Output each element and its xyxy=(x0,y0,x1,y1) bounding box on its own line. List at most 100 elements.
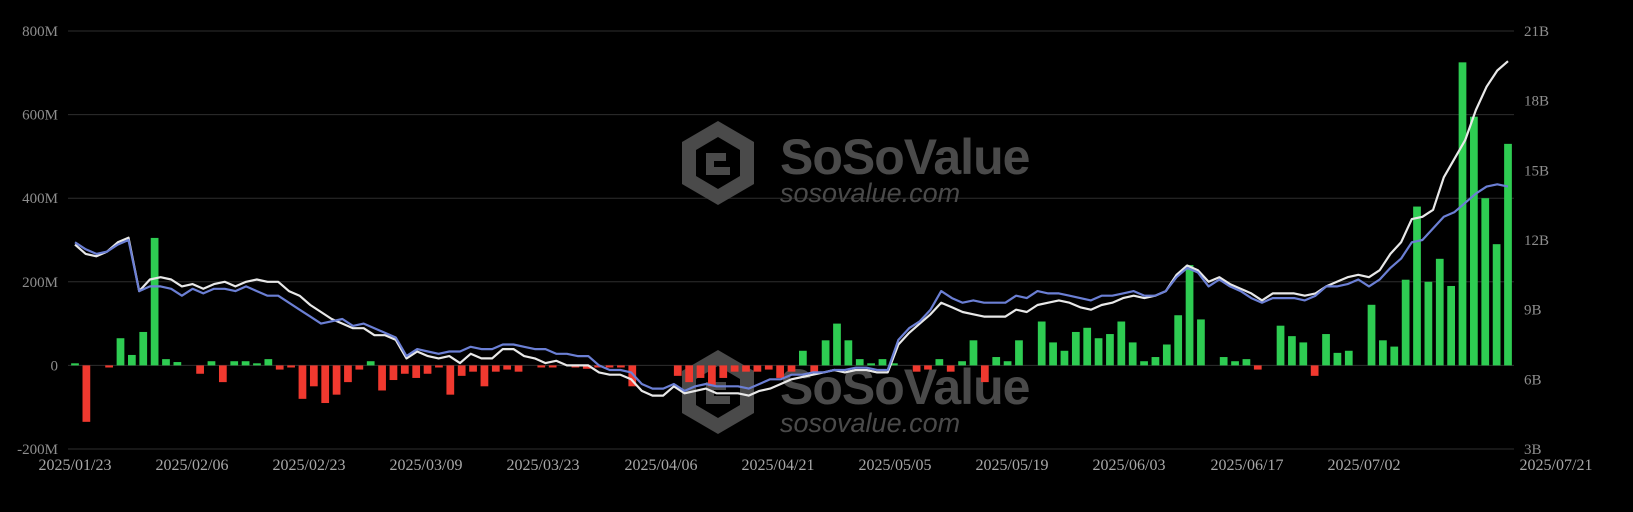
y2-tick-label: 15B xyxy=(1524,163,1549,179)
flow-bar xyxy=(469,365,477,372)
flow-bar xyxy=(878,359,887,366)
flow-bar xyxy=(82,365,91,422)
flow-bar xyxy=(1185,265,1194,366)
watermark-url: sosovalue.com xyxy=(780,178,960,208)
flow-bar xyxy=(332,365,341,395)
y2-tick-label: 18B xyxy=(1524,94,1549,110)
flow-bar xyxy=(150,237,159,366)
flow-bar xyxy=(389,365,398,381)
flow-bar xyxy=(1219,357,1228,366)
flow-bar xyxy=(1037,321,1046,366)
flow-bar xyxy=(162,359,170,366)
flow-bar xyxy=(400,365,409,374)
flow-bar xyxy=(776,365,784,378)
flow-bar xyxy=(673,365,682,376)
y2-tick-label: 6B xyxy=(1524,372,1542,388)
flow-bar xyxy=(855,359,864,366)
flow-bar xyxy=(946,365,955,372)
flow-bar xyxy=(1288,336,1296,366)
flow-bar xyxy=(105,365,113,368)
flow-bar xyxy=(1447,285,1456,366)
flow-bar xyxy=(173,362,182,366)
flow-bar xyxy=(264,359,273,366)
flow-bar xyxy=(708,365,716,387)
flow-bar xyxy=(1413,206,1421,366)
x-tick-label: 2025/02/23 xyxy=(273,457,346,474)
flow-bar xyxy=(1333,352,1342,366)
flow-bar xyxy=(594,365,603,368)
flow-bar xyxy=(127,354,136,366)
flow-bar xyxy=(412,365,421,378)
asset-lines xyxy=(74,60,1509,397)
flow-bar xyxy=(582,365,591,369)
y-tick-label: 0 xyxy=(51,358,59,374)
flow-bar xyxy=(924,365,932,370)
flow-bar xyxy=(1106,334,1114,366)
y-tick-label: 600M xyxy=(22,108,58,124)
y-tick-label: 400M xyxy=(22,191,58,207)
x-tick-label: 2025/04/21 xyxy=(742,457,815,474)
flow-bar xyxy=(810,365,819,374)
flow-bar xyxy=(1299,342,1308,366)
x-tick-label: 2025/03/23 xyxy=(507,457,580,474)
flow-bar xyxy=(1151,357,1160,366)
flow-bar xyxy=(71,363,79,366)
flow-bar xyxy=(230,361,239,366)
flow-bar xyxy=(1401,279,1410,366)
flow-bar xyxy=(1197,319,1205,366)
flow-bar xyxy=(980,365,989,383)
x-tick-label: 2025/02/06 xyxy=(156,457,229,474)
flow-bar xyxy=(799,350,807,366)
watermark-top: SoSoValue sosovalue.com xyxy=(682,121,1031,208)
flow-bar xyxy=(617,365,625,368)
x-tick-label: 2025/05/05 xyxy=(859,457,932,474)
flow-bar xyxy=(480,365,489,387)
flow-bar xyxy=(753,365,762,372)
watermark-name: SoSoValue xyxy=(780,129,1030,185)
flow-bar xyxy=(1470,116,1478,366)
flow-bar xyxy=(366,361,375,366)
flow-bar xyxy=(685,365,694,383)
x-axis: 2025/01/23 2025/02/06 2025/02/23 2025/03/09… xyxy=(39,457,1593,474)
flow-bar xyxy=(1060,350,1069,366)
flow-bar xyxy=(241,361,250,366)
x-tick-label: 2025/07/02 xyxy=(1328,457,1401,474)
secondary-line xyxy=(74,183,1509,392)
watermark-url: sosovalue.com xyxy=(780,408,960,438)
flow-bar xyxy=(1003,361,1012,366)
flow-bar xyxy=(1242,359,1251,366)
flow-bar xyxy=(275,365,284,370)
flow-bar xyxy=(1390,346,1399,366)
y-axis-left: 800M 600M 400M 200M 0 -200M xyxy=(17,24,58,458)
flow-bar xyxy=(491,365,500,372)
flow-bar xyxy=(139,331,148,366)
flow-bar xyxy=(355,365,364,370)
flow-bar xyxy=(821,340,830,366)
x-tick-label: 2025/06/03 xyxy=(1093,457,1166,474)
flow-bar xyxy=(1253,365,1262,370)
flow-bar xyxy=(1458,62,1467,366)
flow-bar xyxy=(730,365,739,372)
flow-bar xyxy=(1174,315,1183,366)
y-axis-right: 21B 18B 15B 12B 9B 6B 3B xyxy=(1524,24,1549,458)
y-tick-label: 200M xyxy=(22,275,58,291)
sosovalue-logo-icon xyxy=(682,121,754,205)
flow-bar xyxy=(764,365,773,370)
flow-bar xyxy=(207,361,216,366)
x-tick-label: 2025/06/17 xyxy=(1211,457,1284,474)
flow-bar xyxy=(344,365,352,383)
flow-bar xyxy=(605,365,614,368)
flow-bar xyxy=(253,363,261,366)
flow-bar xyxy=(969,340,978,366)
flow-bar xyxy=(1071,331,1080,366)
watermark-name: SoSoValue xyxy=(780,359,1030,415)
flow-bar xyxy=(958,361,966,366)
flow-bar xyxy=(457,365,466,376)
flow-bar xyxy=(1504,143,1512,366)
x-tick-label: 2025/05/19 xyxy=(976,457,1049,474)
flow-bar xyxy=(742,365,750,372)
flow-bar xyxy=(628,365,637,387)
flow-bar xyxy=(548,365,557,368)
